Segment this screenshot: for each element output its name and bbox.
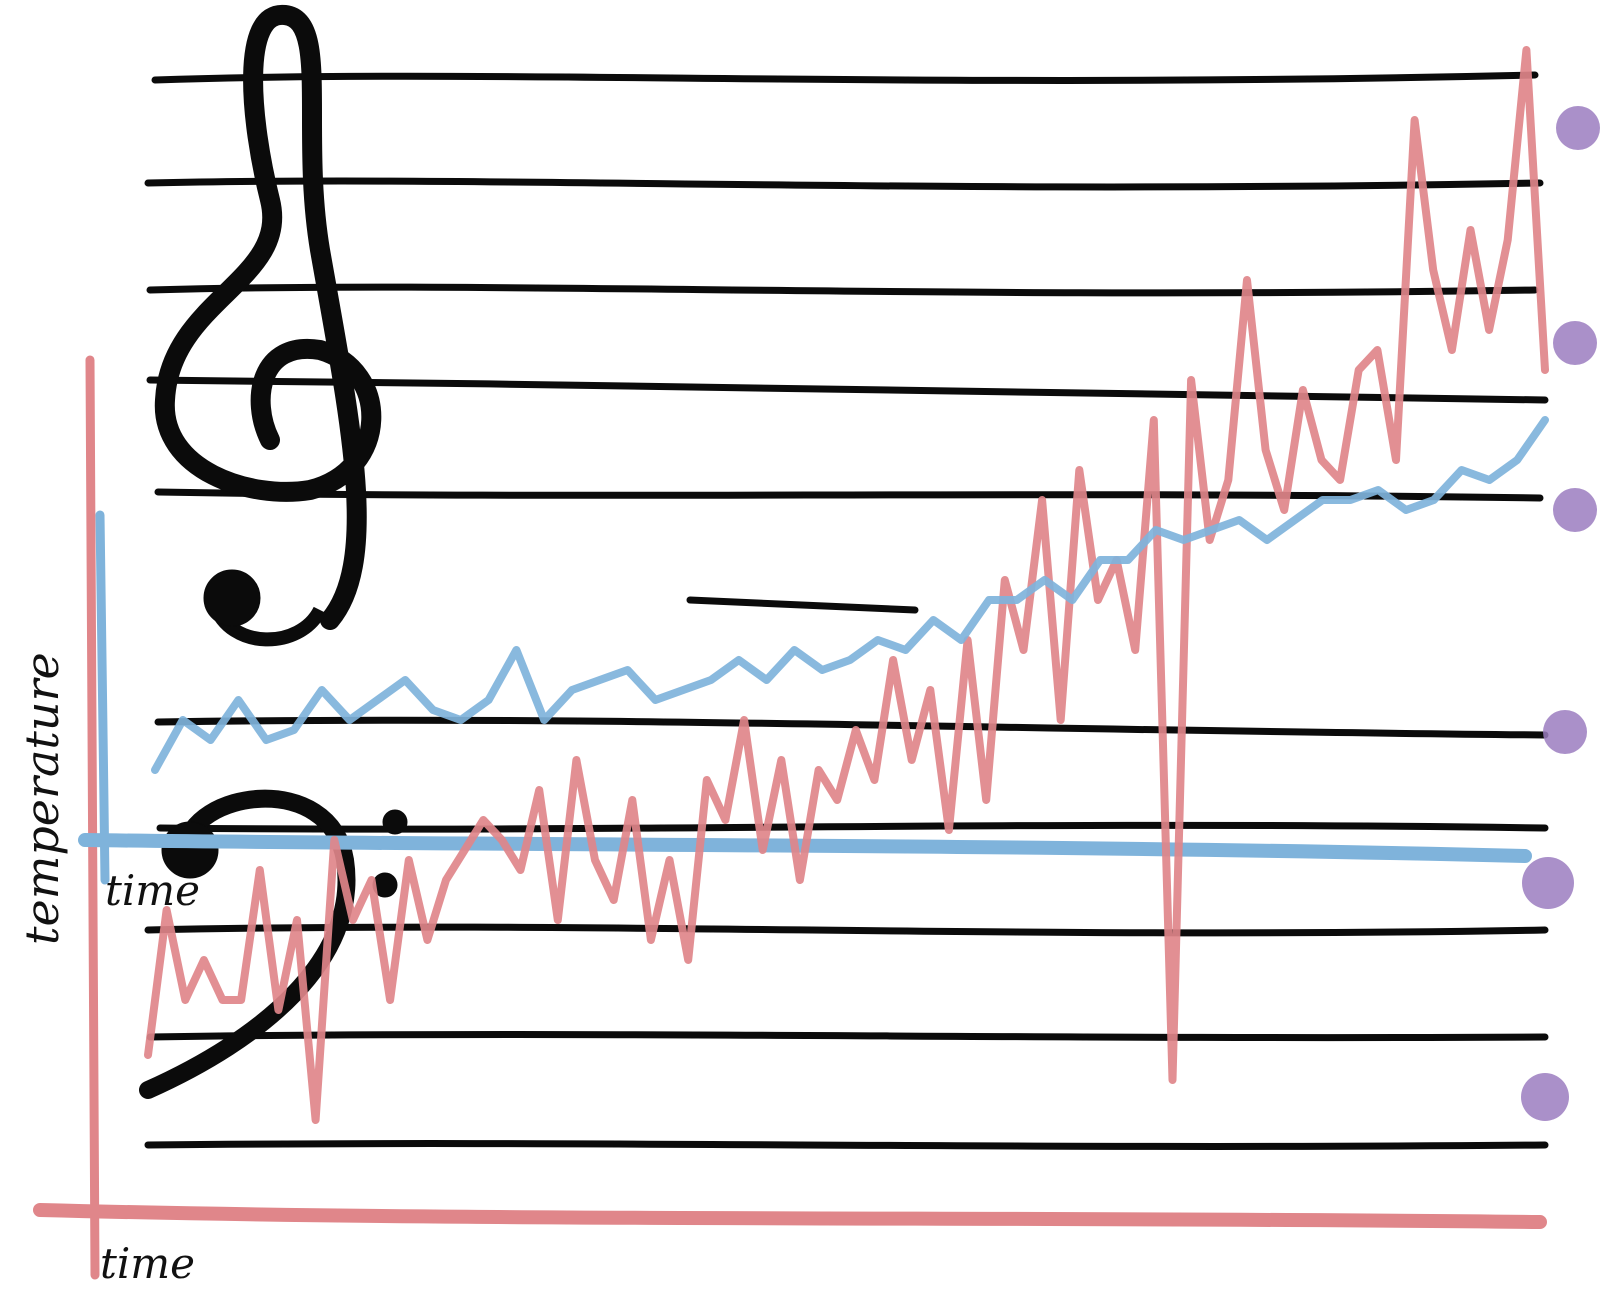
purple-dot bbox=[1522, 857, 1574, 909]
series-line-1 bbox=[144, 46, 1549, 1124]
y-axis-label: temperature bbox=[15, 652, 69, 945]
purple-dot bbox=[1553, 488, 1597, 532]
purple-dot bbox=[1521, 1073, 1569, 1121]
staff-line bbox=[146, 1030, 1549, 1042]
staff-line bbox=[151, 71, 1539, 84]
x-axis-label-top: time bbox=[105, 866, 200, 915]
ledger-line bbox=[686, 596, 919, 614]
treble-clef-icon bbox=[154, 4, 382, 647]
staff-line bbox=[144, 1140, 1549, 1150]
purple-dot bbox=[1543, 710, 1587, 754]
series-line-2 bbox=[151, 416, 1549, 774]
blue-y-axis bbox=[95, 510, 110, 885]
staff-line bbox=[144, 177, 1544, 191]
x-axis-label-bottom: time bbox=[100, 1239, 195, 1288]
series-layer bbox=[144, 46, 1549, 1124]
red-x-axis bbox=[33, 1203, 1547, 1229]
staff-line bbox=[144, 923, 1549, 937]
red-axes bbox=[33, 355, 1547, 1280]
red-y-axis bbox=[85, 355, 100, 1280]
dots-group bbox=[1521, 106, 1600, 1121]
purple-dot bbox=[1556, 106, 1600, 150]
bass-staff bbox=[144, 716, 1549, 1150]
purple-dot bbox=[1553, 321, 1597, 365]
staff-line bbox=[156, 821, 1549, 833]
staff-line bbox=[146, 283, 1539, 297]
